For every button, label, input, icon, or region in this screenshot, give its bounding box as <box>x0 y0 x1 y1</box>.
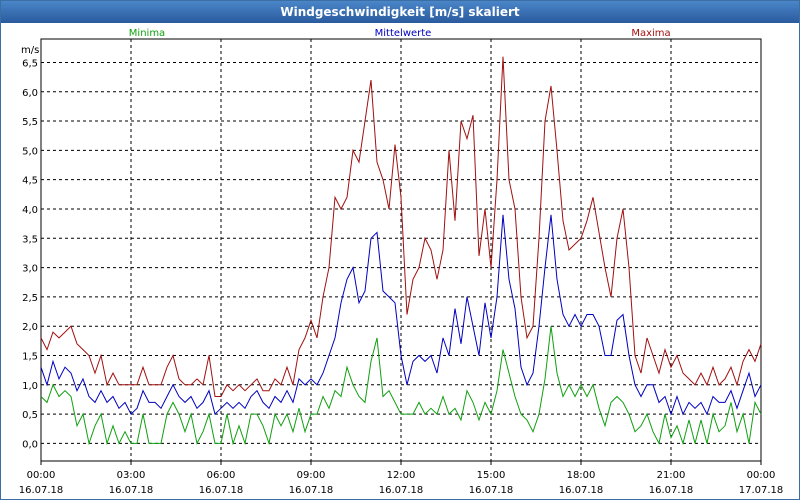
y-tick-label: 4,0 <box>22 205 38 216</box>
series-line-mittelwerte <box>40 214 762 416</box>
window-title: Windgeschwindigkeit [m/s] skaliert <box>1 1 799 23</box>
x-tick-time: 15:00 <box>477 470 506 481</box>
x-tick-date: 16.07.18 <box>289 485 334 496</box>
y-tick-label: 2,5 <box>22 293 38 304</box>
y-tick-label: 1,0 <box>22 381 38 392</box>
y-tick-label: 0,5 <box>22 410 38 421</box>
legend-label-minima: Minima <box>129 28 165 39</box>
y-tick-label: 5,0 <box>22 146 38 157</box>
y-tick-label: 6,0 <box>22 88 38 99</box>
y-tick-label: 5,5 <box>22 117 38 128</box>
x-tick-time: 00:00 <box>27 470 56 481</box>
x-tick-time: 00:00 <box>747 470 776 481</box>
x-tick-date: 16.07.18 <box>199 485 244 496</box>
legend-label-maxima: Maxima <box>631 28 670 39</box>
y-tick-label: 1,5 <box>22 352 38 363</box>
y-tick-label: 6,5 <box>22 58 38 69</box>
y-tick-label: 3,5 <box>22 234 38 245</box>
x-tick-time: 21:00 <box>657 470 686 481</box>
x-tick-date: 16.07.18 <box>109 485 154 496</box>
x-tick-date: 16.07.18 <box>19 485 64 496</box>
y-tick-label: 3,0 <box>22 264 38 275</box>
y-tick-label: 4,5 <box>22 176 38 187</box>
x-tick-time: 03:00 <box>117 470 146 481</box>
x-tick-date: 16.07.18 <box>649 485 694 496</box>
series-line-minima <box>40 326 762 446</box>
x-tick-time: 09:00 <box>297 470 326 481</box>
y-tick-label: 0,0 <box>22 439 38 450</box>
x-tick-date: 16.07.18 <box>469 485 514 496</box>
chart-area: 0,0 0,5 1,0 1,5 2,0 2,5 3,0 3,5 4,0 4,5 5,0 5,5 6,0 6… <box>19 28 784 496</box>
series-line-maxima <box>40 56 762 397</box>
x-tick-date: 16.07.18 <box>559 485 604 496</box>
y-axis-label: m/s <box>21 45 39 56</box>
x-tick-date: 16.07.18 <box>379 485 424 496</box>
legend-label-mittelwerte: Mittelwerte <box>375 28 432 39</box>
x-tick-time: 12:00 <box>387 470 416 481</box>
x-tick-date: 17.07.18 <box>739 485 784 496</box>
y-tick-label: 2,0 <box>22 322 38 333</box>
x-tick-time: 06:00 <box>207 470 236 481</box>
x-tick-time: 18:00 <box>567 470 596 481</box>
